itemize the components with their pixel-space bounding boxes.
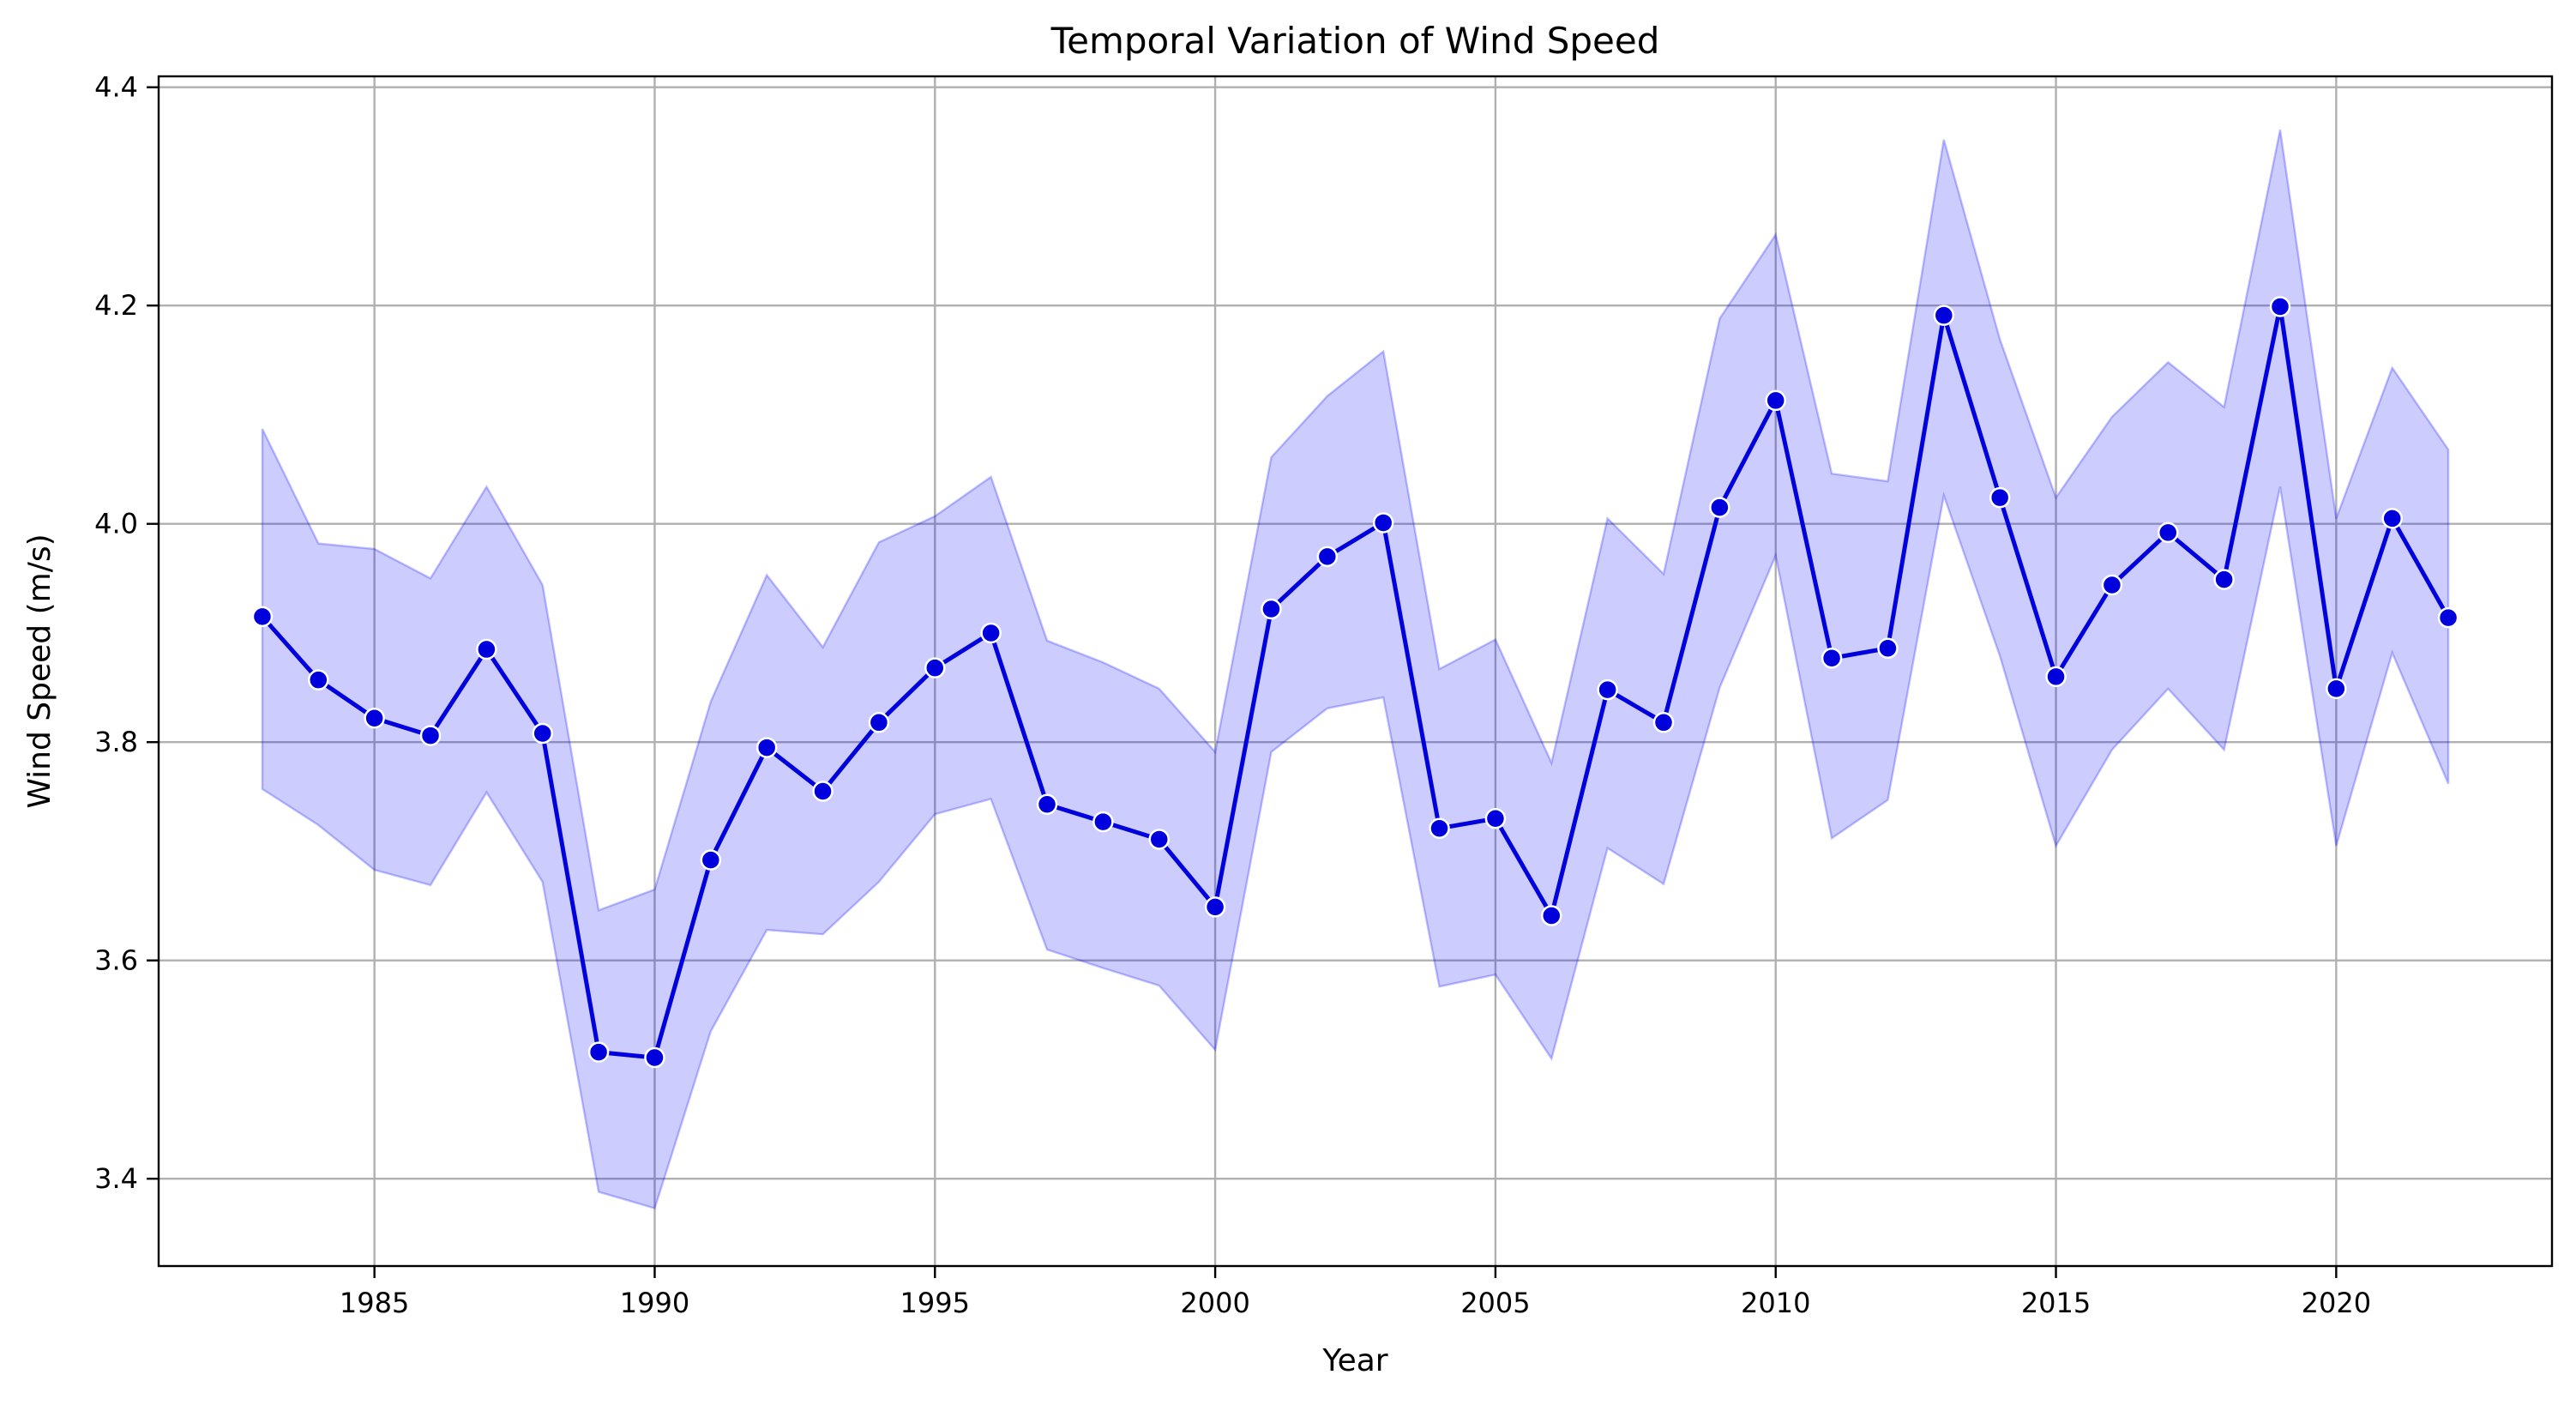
data-point [980, 622, 1002, 644]
data-point [1709, 497, 1730, 518]
data-point [868, 712, 890, 733]
data-point [1204, 896, 1226, 918]
data-point [1092, 811, 1114, 833]
grid-lines [159, 76, 2552, 1266]
data-point [755, 737, 778, 758]
confidence-band [261, 130, 2450, 1210]
data-point [924, 657, 946, 678]
x-tick-label: 2015 [2021, 1287, 2091, 1319]
data-point [1036, 793, 1058, 815]
data-point [1821, 647, 1843, 669]
x-tick-label: 2020 [2302, 1287, 2371, 1319]
y-tick-label: 3.4 [94, 1162, 138, 1195]
data-point [1877, 637, 1899, 660]
x-tick-label: 2005 [1460, 1287, 1530, 1319]
data-point [1765, 389, 1786, 412]
data-point [1429, 817, 1450, 839]
y-axis-label: Wind Speed (m/s) [22, 534, 57, 808]
data-point [1316, 546, 1339, 568]
data-point [1148, 829, 1170, 850]
data-point [1261, 598, 1282, 620]
data-point [364, 707, 385, 729]
data-point [251, 606, 274, 628]
data-point [1372, 512, 1394, 534]
series-line [261, 305, 2451, 1060]
y-axis-ticks: 3.4 3.6 3.8 4.0 4.2 4.4 [94, 71, 159, 1195]
data-point [2381, 508, 2403, 529]
data-point [1989, 486, 2011, 509]
data-markers [251, 296, 2459, 1069]
y-tick-label: 4.0 [94, 508, 138, 540]
x-axis-label: Year [1321, 1343, 1387, 1378]
y-tick-label: 3.6 [94, 944, 138, 977]
data-point [1541, 905, 1562, 926]
data-point [476, 638, 497, 660]
data-point [1597, 678, 1618, 701]
data-point [700, 849, 722, 871]
plot-frame [157, 75, 2554, 1268]
y-tick-label: 4.2 [94, 289, 138, 322]
data-point [2326, 678, 2347, 700]
data-point [308, 669, 329, 690]
data-point [1652, 712, 1675, 733]
y-tick-label: 4.4 [94, 71, 138, 104]
x-axis-ticks: 1985 1990 1995 2000 2005 2010 2015 2020 [340, 1266, 2371, 1319]
data-point [419, 725, 442, 746]
data-point [532, 722, 553, 745]
data-point [1484, 808, 1507, 829]
x-tick-label: 2000 [1180, 1287, 1249, 1319]
y-tick-label: 3.8 [94, 726, 138, 758]
data-point [2045, 666, 2067, 688]
x-tick-label: 1990 [620, 1287, 689, 1319]
x-tick-label: 1985 [340, 1287, 409, 1319]
data-point [812, 781, 834, 802]
x-tick-label: 1995 [900, 1287, 970, 1319]
data-point [587, 1041, 610, 1063]
data-point [644, 1046, 665, 1069]
x-tick-label: 2010 [1741, 1287, 1810, 1319]
series-line-layer [261, 305, 2451, 1060]
data-point [2437, 606, 2459, 629]
data-point [1933, 305, 1955, 326]
data-point [2158, 522, 2179, 544]
data-point [2213, 569, 2235, 590]
confidence-band-layer [261, 130, 2450, 1210]
chart-title: Temporal Variation of Wind Speed [1050, 20, 1660, 62]
data-point [2101, 574, 2123, 596]
data-point [2269, 296, 2291, 317]
